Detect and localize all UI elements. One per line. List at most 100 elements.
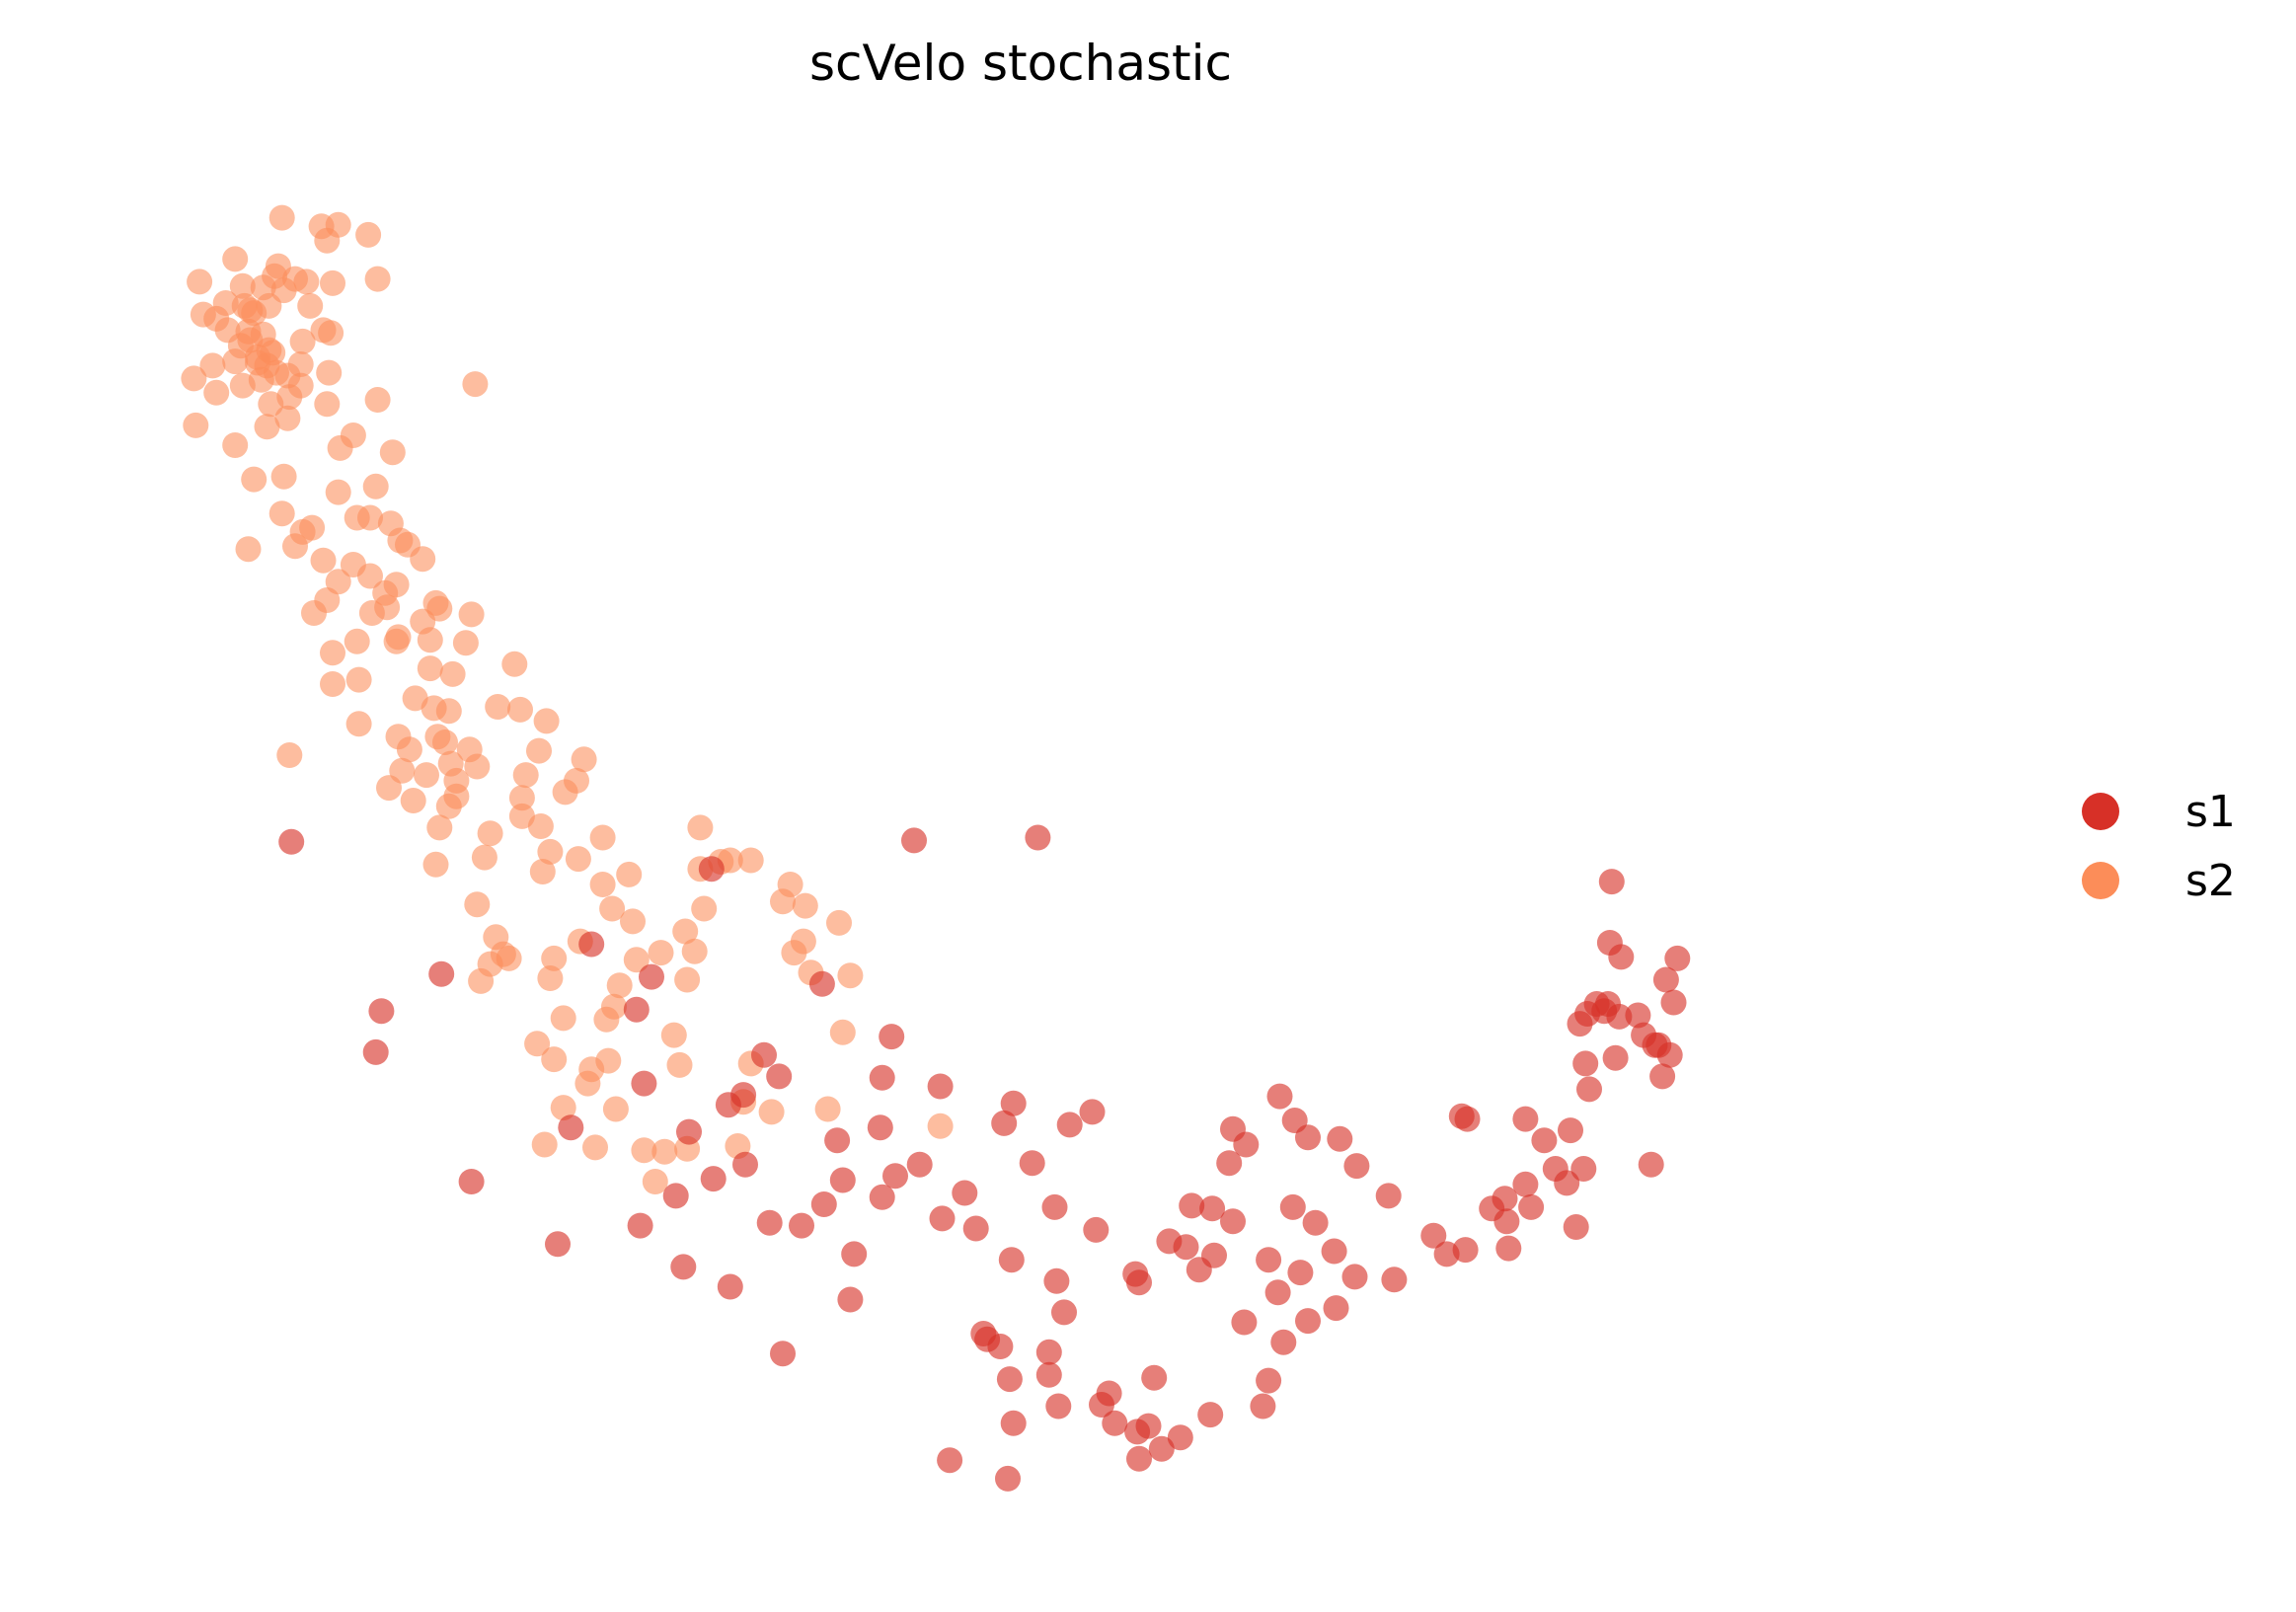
point-s2-159 [439, 660, 466, 687]
point-s1-74 [1266, 1083, 1293, 1110]
point-s2-120 [524, 1031, 551, 1057]
point-s1-133 [901, 827, 927, 854]
point-s2-168 [181, 365, 207, 392]
point-s2-144 [537, 965, 564, 991]
point-s1-8 [751, 1041, 777, 1068]
point-s1-70 [1279, 1193, 1306, 1220]
point-s2-109 [770, 888, 796, 915]
point-s1-27 [841, 1241, 868, 1267]
point-s1-60 [1250, 1393, 1276, 1420]
point-s2-182 [464, 753, 491, 780]
point-s1-39 [1051, 1299, 1077, 1326]
point-s1-103 [1576, 1076, 1602, 1103]
point-s2-194 [674, 966, 701, 993]
point-s1-24 [676, 1118, 702, 1145]
point-s2-98 [537, 838, 564, 865]
point-s1-100 [1558, 1117, 1583, 1144]
point-s2-181 [437, 750, 464, 777]
point-s1-13 [458, 1169, 485, 1194]
point-s2-43 [316, 359, 343, 386]
point-s2-175 [222, 432, 249, 458]
point-s1-85 [1327, 1125, 1353, 1152]
point-s2-190 [837, 962, 864, 989]
point-s2-114 [681, 938, 708, 964]
point-s2-80 [417, 655, 443, 682]
point-s2-41 [297, 292, 324, 319]
point-s1-141 [1420, 1222, 1447, 1249]
point-s2-167 [241, 466, 268, 493]
legend-label-s1: s1 [2185, 787, 2236, 837]
point-s2-162 [389, 757, 416, 784]
point-s2-193 [829, 1019, 856, 1045]
point-s1-61 [1231, 1309, 1258, 1336]
point-s2-178 [396, 736, 422, 763]
point-s2-34 [282, 266, 308, 292]
point-s1-67 [1341, 1264, 1368, 1290]
point-s2-90 [507, 696, 533, 723]
point-s2-73 [358, 600, 385, 626]
point-s1-145 [1148, 1435, 1175, 1462]
point-s1-45 [1000, 1410, 1027, 1436]
point-s1-87 [1375, 1183, 1402, 1209]
point-s2-79 [452, 630, 479, 656]
point-s1-75 [1216, 1150, 1243, 1177]
point-s2-4 [199, 352, 226, 379]
point-s2-161 [485, 694, 511, 720]
point-s2-113 [691, 895, 718, 922]
point-s1-128 [867, 1114, 893, 1141]
point-s2-186 [672, 918, 699, 945]
point-s1-121 [1542, 1156, 1569, 1182]
point-s1-113 [1567, 1011, 1593, 1037]
point-s2-130 [758, 1099, 785, 1125]
point-s2-176 [282, 533, 308, 560]
point-s2-195 [593, 1006, 620, 1033]
point-s2-154 [443, 783, 470, 809]
point-s1-68 [1381, 1267, 1408, 1293]
point-s1-96 [1563, 1214, 1589, 1240]
point-s1-143 [837, 1286, 864, 1313]
point-s2-102 [616, 861, 643, 887]
point-s1-99 [1531, 1127, 1558, 1154]
point-s2-171 [270, 463, 297, 490]
point-s2-174 [183, 412, 209, 438]
point-s1-95 [1492, 1186, 1518, 1212]
point-s2-165 [268, 500, 295, 527]
point-s2-27 [212, 290, 239, 316]
point-s1-23 [627, 1212, 653, 1239]
point-s2-20 [235, 318, 262, 345]
point-s1-59 [1256, 1367, 1282, 1394]
point-s1-11 [879, 1024, 905, 1050]
point-s1-93 [1512, 1171, 1539, 1197]
point-s1-62 [1270, 1329, 1297, 1355]
point-s2-185 [599, 895, 626, 922]
point-s1-123 [1652, 966, 1679, 993]
point-s1-109 [1649, 1063, 1676, 1090]
point-s2-37 [325, 211, 351, 238]
point-s1-144 [927, 1073, 954, 1100]
point-s1-126 [770, 1341, 796, 1367]
point-s1-64 [1287, 1260, 1314, 1286]
point-s1-57 [995, 1465, 1021, 1492]
point-s1-124 [1572, 1050, 1599, 1077]
point-s2-149 [477, 820, 503, 847]
point-s2-192 [781, 940, 807, 966]
point-s1-58 [1197, 1402, 1224, 1428]
point-s2-133 [651, 1138, 678, 1165]
point-s2-68 [325, 569, 351, 595]
point-s2-184 [426, 814, 453, 841]
point-s1-138 [1102, 1410, 1128, 1436]
point-s1-21 [810, 1191, 837, 1217]
point-s2-99 [529, 859, 556, 884]
point-s1-6 [368, 998, 395, 1025]
point-s2-49 [314, 391, 341, 418]
point-s1-140 [1454, 1106, 1481, 1132]
point-s2-32 [250, 274, 276, 301]
point-s2-160 [501, 651, 528, 677]
point-s1-34 [1079, 1099, 1106, 1125]
point-s1-84 [1295, 1124, 1321, 1151]
point-s2-110 [792, 892, 818, 919]
point-s2-146 [508, 785, 535, 811]
point-s1-5 [623, 996, 650, 1023]
point-s2-157 [320, 671, 345, 697]
